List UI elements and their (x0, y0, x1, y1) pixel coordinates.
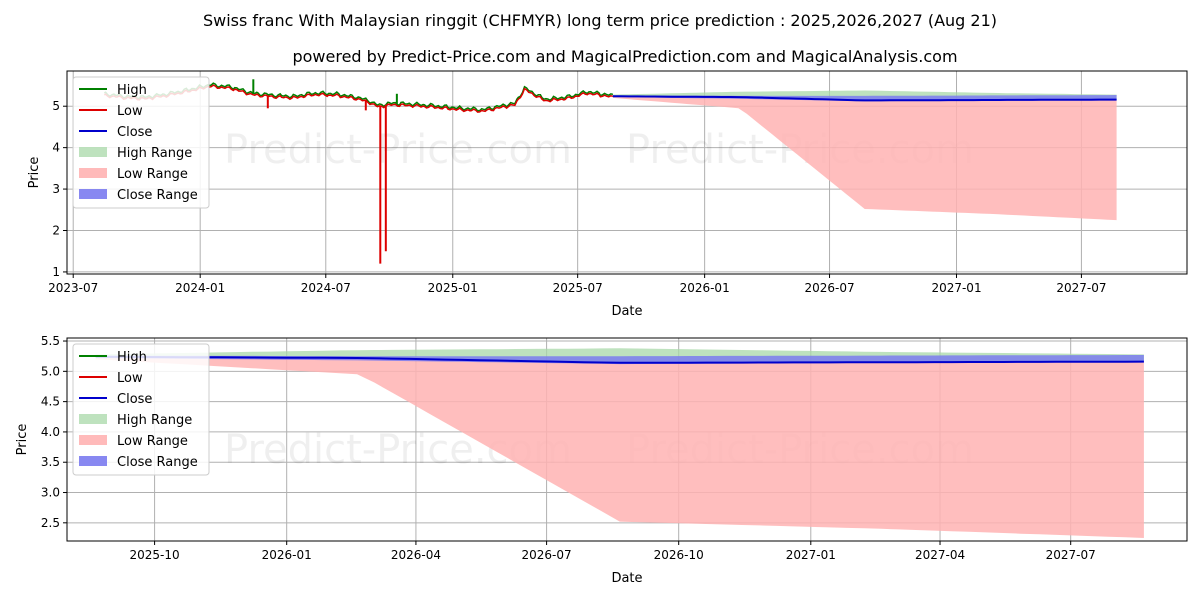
x-tick-label: 2027-04 (915, 548, 965, 562)
y-tick-label: 3.5 (41, 455, 60, 469)
legend-label: High (117, 83, 147, 98)
low-range-area (612, 96, 1117, 221)
chart-subtitle: powered by Predict-Price.com and Magical… (292, 47, 957, 66)
y-tick-label: 4.0 (41, 425, 60, 439)
chart-panel-top: Predict-Price.comPredict-Price.comPredic… (27, 70, 1188, 319)
low-range-area (95, 356, 1144, 538)
chart-title: Swiss franc With Malaysian ringgit (CHFM… (203, 11, 997, 30)
legend-close-range-swatch (79, 456, 107, 466)
y-tick-label: 4.5 (41, 395, 60, 409)
x-tick-label: 2027-01 (786, 548, 836, 562)
watermark-text: Predict-Price.com (224, 127, 572, 173)
legend-label: High (117, 350, 147, 365)
x-tick-label: 2024-01 (175, 281, 225, 295)
y-tick-label: 3.0 (41, 486, 60, 500)
x-tick-label: 2026-01 (262, 548, 312, 562)
x-tick-label: 2026-04 (391, 548, 441, 562)
plot-area: Predict-Price.comPredict-Price.comPredic… (103, 79, 1117, 264)
y-tick-label: 1 (52, 265, 60, 279)
x-axis-label: Date (611, 571, 642, 586)
close-line (612, 95, 1117, 102)
axes-frame (66, 70, 1188, 275)
x-tick-label: 2025-01 (428, 281, 478, 295)
legend-label: Low Range (117, 167, 188, 182)
x-tick-label: 2026-01 (680, 281, 730, 295)
x-tick-label: 2026-07 (522, 548, 572, 562)
legend-label: Close Range (117, 188, 198, 203)
legend-label: Low (117, 104, 143, 119)
y-axis-label: Price (27, 157, 42, 189)
close-line (95, 355, 1144, 364)
y-tick-label: 4 (52, 141, 60, 155)
x-tick-label: 2024-07 (301, 281, 351, 295)
x-tick-label: 2027-07 (1056, 281, 1106, 295)
legend-close-range-swatch (79, 189, 107, 199)
x-axis-label: Date (611, 304, 642, 319)
y-tick-label: 3 (52, 182, 60, 196)
x-tick-label: 2025-10 (130, 548, 180, 562)
x-tick-label: 2027-07 (1046, 548, 1096, 562)
legend-label: Low Range (117, 434, 188, 449)
legend-label: Close (117, 125, 152, 140)
y-tick-label: 2 (52, 224, 60, 238)
y-tick-label: 5.0 (41, 364, 60, 378)
legend: High Low Close High Range Low Range Close Ran… (72, 343, 210, 476)
y-tick-label: 2.5 (41, 516, 60, 530)
x-tick-label: 2025-07 (553, 281, 603, 295)
legend-low-range-swatch (79, 435, 107, 445)
x-tick-label: 2026-07 (804, 281, 854, 295)
legend-label: Close Range (117, 455, 198, 470)
y-tick-label: 5 (52, 99, 60, 113)
legend-high-range-swatch (79, 414, 107, 424)
y-axis-label: Price (15, 424, 30, 456)
axes-frame (66, 337, 1188, 542)
legend-label: High Range (117, 146, 192, 161)
legend: High Low Close High Range Low Range Close Ran… (72, 76, 210, 209)
x-tick-label: 2026-10 (654, 548, 704, 562)
legend-high-range-swatch (79, 147, 107, 157)
legend-label: Low (117, 371, 143, 386)
legend-label: Close (117, 392, 152, 407)
x-tick-label: 2027-01 (931, 281, 981, 295)
x-tick-label: 2023-07 (48, 281, 98, 295)
legend-low-range-swatch (79, 168, 107, 178)
legend-label: High Range (117, 413, 192, 428)
y-tick-label: 5.5 (41, 334, 60, 348)
